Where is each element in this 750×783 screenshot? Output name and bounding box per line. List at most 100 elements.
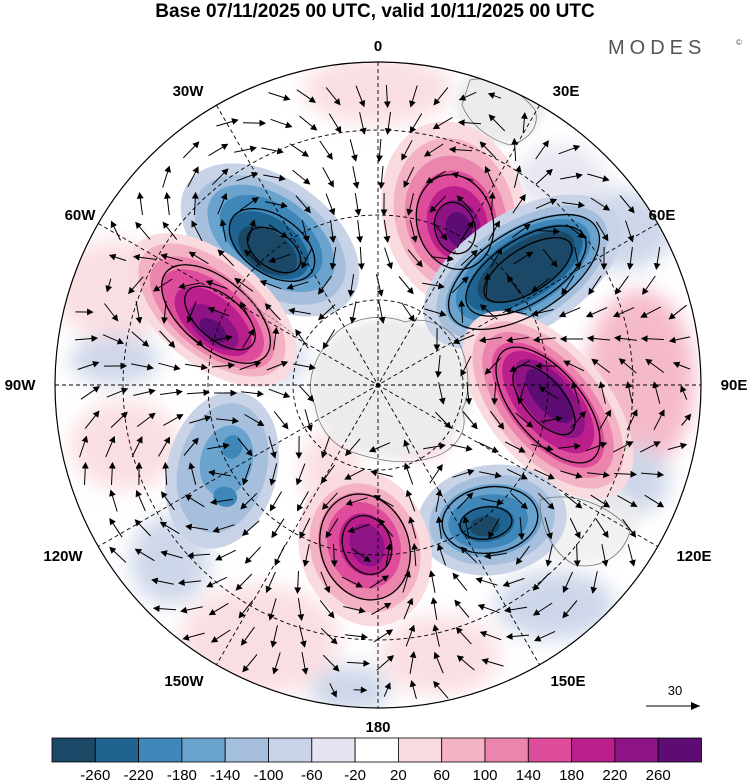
wind-arrow-head [109,517,116,526]
wind-arrow-head [349,316,357,324]
wind-arrow-head [182,634,190,641]
wind-arrow-head [264,303,272,311]
wind-arrow-head [301,667,309,675]
low-southwest [164,391,280,549]
wind-arrow-head [454,599,462,607]
wind-arrow-head [269,478,277,486]
wind-arrow-head [575,472,583,479]
wind-arrow-head [296,504,304,512]
wind-arrow-head [546,444,554,452]
wind-arrow-head [317,287,325,295]
wind-arrow-head [219,219,227,227]
wind-arrow-head [456,195,464,203]
wind-arrow-head [270,451,277,459]
wind-arrow-head [178,579,185,586]
wind-arrow-head [295,452,303,460]
wind-arrow-head [384,682,391,690]
wind-arrow-head [299,640,307,648]
wind-arrow-head [146,363,154,371]
wind-arrow-head [404,462,411,470]
wind-arrow-head [559,335,567,343]
wind-arrow-head [244,249,252,257]
wind-arrow-head [590,586,598,594]
wind-arrow-head [161,317,168,325]
wind-arrow-head [232,417,239,424]
wind-arrow-head [658,409,665,417]
wind-arrow-head [108,253,117,261]
wind-arrow-head [280,360,289,368]
colorbar-swatch [224,737,269,763]
wind-arrow-head [385,629,394,636]
wind-arrow-head [534,635,542,642]
wind-arrow-head [573,560,581,568]
wind-arrow-head [134,519,142,527]
wind-arrow-head [553,227,561,235]
wind-arrow-head [92,360,100,368]
wind-arrow-head [604,409,612,417]
wind-arrow-head [162,461,170,469]
wind-arrow-head [173,364,181,371]
wind-arrow-head [432,624,440,632]
lon-label-120e: 120E [676,548,711,565]
wind-arrow-head [302,235,310,243]
wind-arrow-head [363,555,371,563]
wind-arrow-head [572,144,581,152]
wind-arrow-head [135,489,142,498]
wind-arrow-head [225,334,233,342]
wind-arrow-head [519,193,526,202]
wind-arrow-head [308,363,316,371]
wind-arrow-head [92,386,101,393]
wind-arrow-head [439,310,447,317]
wind-arrow-head [278,174,286,182]
wind-arrow-head [302,559,310,567]
wind-arrow-head [135,316,143,324]
wind-arrow-head [136,436,143,444]
logo-mark: © [736,38,742,47]
wind-arrow-head [550,260,558,268]
wind-arrow-head [408,624,416,632]
wind-arrow-head [531,309,539,317]
wind-arrow-head [640,335,648,343]
wind-arrow-head [406,597,414,606]
reference-vector-head [691,702,700,710]
wind-arrow-head [272,327,280,335]
wind-arrow-head [178,282,186,290]
wind-arrow-head [385,543,393,551]
wind-arrow-head [542,140,549,148]
wind-arrow-head [240,502,248,510]
wind-arrow-head [133,253,141,261]
wind-arrow-head [436,543,444,551]
wind-arrow-head [477,603,485,611]
wind-arrow-head [602,530,609,539]
wind-arrow-head [452,572,460,580]
wind-arrow-head [631,409,638,417]
wind-arrow-head [448,146,456,153]
wind-arrow-head [520,473,528,480]
wind-arrow-head [409,680,417,688]
wind-arrow-head [322,341,330,350]
wind-arrow-head [297,613,305,621]
wind-arrow-head [626,262,634,270]
wind-arrow-head [668,336,676,344]
wind-arrow-head [504,307,512,315]
wind-arrow-head [517,397,524,405]
wind-arrow-head [360,633,368,641]
wind-arrow-head [168,340,176,348]
low-northeast [423,194,621,350]
wind-arrow-head [325,530,333,539]
wind-arrow-head [301,261,308,269]
wind-arrow-head [642,287,649,295]
wind-arrow-head [200,363,208,371]
wind-arrow-head [505,633,513,640]
wind-arrow-head [479,336,487,344]
wind-arrow-head [221,168,229,176]
wind-arrow-head [599,441,608,449]
wind-arrow-head [495,247,503,255]
colorbar-swatch [94,737,140,763]
wind-arrow-head [332,664,340,672]
wind-arrow-head [217,249,225,257]
wind-arrow-head [614,287,622,295]
wind-arrow-head [352,181,360,189]
colorbar-swatch [527,737,572,763]
wind-arrow-head [358,99,366,108]
